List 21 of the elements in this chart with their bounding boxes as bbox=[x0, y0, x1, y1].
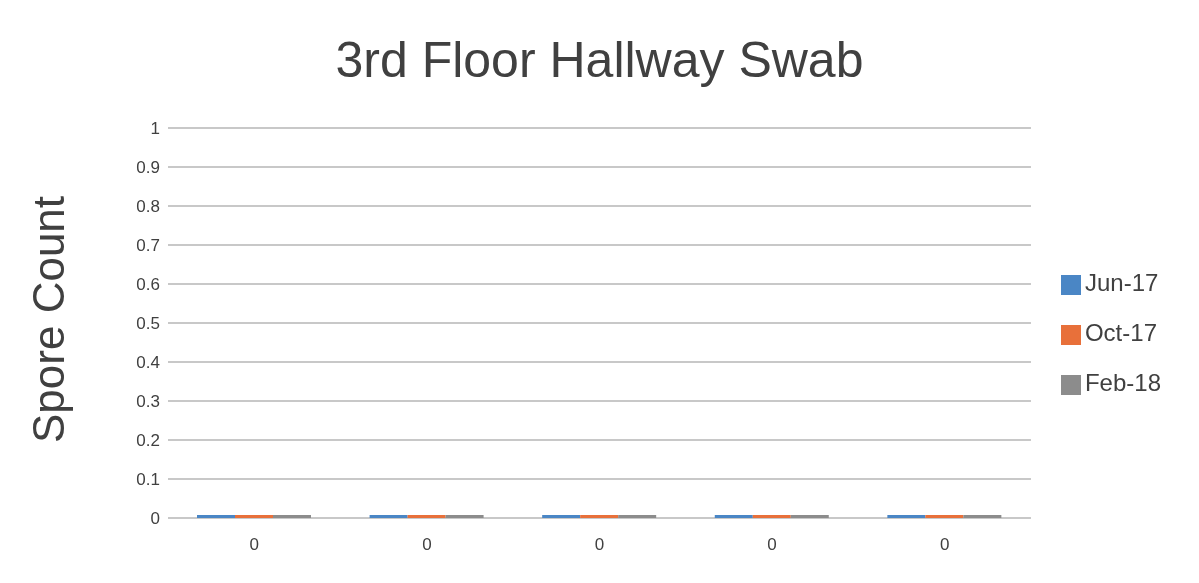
y-tick-label: 0.8 bbox=[136, 197, 160, 217]
y-tick-label: 0.9 bbox=[136, 158, 160, 178]
y-tick-label: 0 bbox=[150, 509, 160, 529]
y-tick-label: 0.5 bbox=[136, 314, 160, 334]
x-tick-label: 0 bbox=[767, 535, 777, 555]
x-tick-label: 0 bbox=[594, 535, 605, 555]
y-tick-label: 0.3 bbox=[136, 392, 160, 412]
chart-title: 3rd Floor Hallway Swab bbox=[334, 31, 865, 90]
x-tick-label: 0 bbox=[249, 535, 260, 555]
legend-label: Jun-17 bbox=[1084, 269, 1159, 296]
y-axis-title: Spore Count bbox=[23, 195, 73, 443]
x-tick-label: 0 bbox=[422, 535, 432, 555]
y-tick-label: 0.2 bbox=[136, 431, 160, 451]
y-tick-label: 1 bbox=[150, 119, 160, 139]
y-tick-label: 0.7 bbox=[136, 236, 160, 256]
legend-label: Feb-18 bbox=[1084, 369, 1161, 396]
y-tick-label: 0.1 bbox=[136, 470, 160, 490]
legend-label: Oct-17 bbox=[1084, 319, 1157, 346]
y-tick-label: 0.4 bbox=[136, 353, 160, 373]
x-tick-label: 0 bbox=[939, 535, 950, 555]
y-tick-label: 0.6 bbox=[136, 275, 160, 295]
